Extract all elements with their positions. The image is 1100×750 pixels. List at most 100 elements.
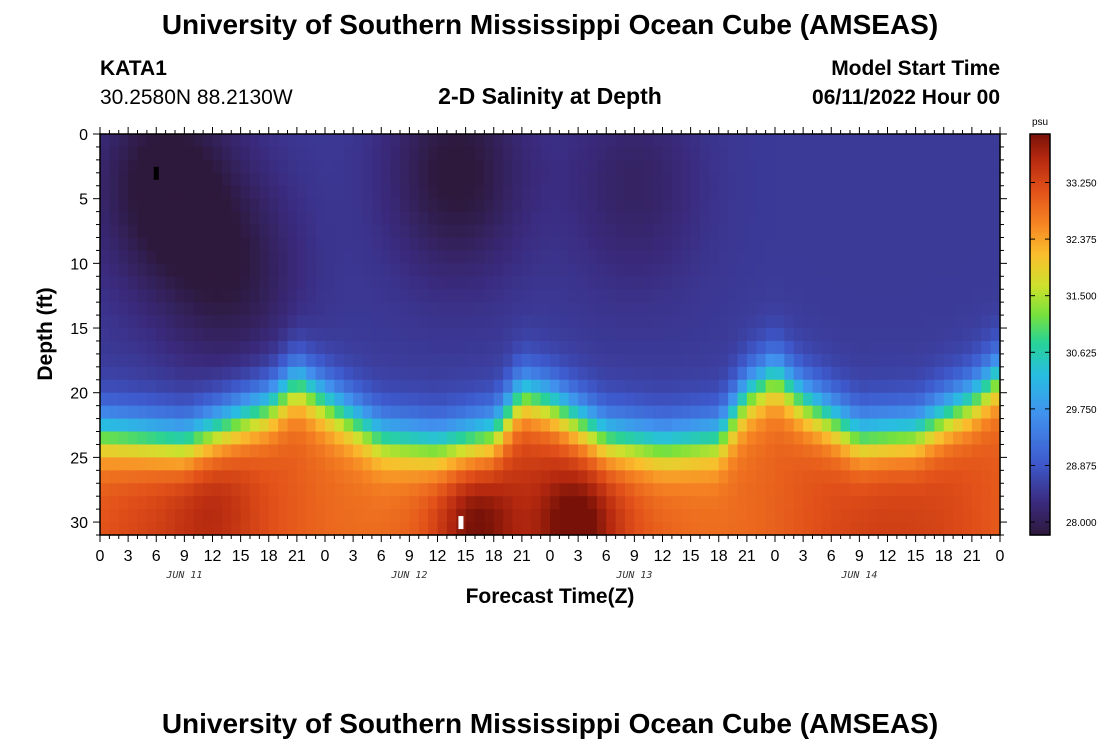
- heatmap-cell: [371, 509, 382, 523]
- heatmap-cell: [278, 315, 289, 329]
- heatmap-cell: [165, 431, 176, 446]
- heatmap-cell: [859, 366, 870, 381]
- heatmap-cell: [521, 224, 532, 239]
- heatmap-cell: [156, 418, 167, 433]
- heatmap-cell: [146, 366, 157, 381]
- heatmap-cell: [746, 211, 757, 226]
- heatmap-cell: [625, 392, 635, 407]
- heatmap-cell: [821, 509, 832, 523]
- heatmap-cell: [287, 211, 298, 226]
- heatmap-cell: [521, 250, 532, 264]
- heatmap-cell: [193, 496, 204, 510]
- heatmap-cell: [850, 366, 860, 381]
- heatmap-cell: [353, 289, 364, 303]
- heatmap-cell: [578, 366, 589, 381]
- heatmap-cell: [475, 263, 485, 277]
- heatmap-cell: [400, 470, 410, 484]
- heatmap-cell: [568, 392, 579, 407]
- heatmap-cell: [981, 185, 992, 200]
- heatmap-cell: [212, 328, 223, 342]
- heatmap-cell: [512, 509, 523, 523]
- heatmap-cell: [850, 134, 860, 148]
- heatmap-cell: [353, 159, 364, 174]
- heatmap-cell: [512, 224, 523, 239]
- heatmap-cell: [315, 276, 326, 290]
- heatmap-cell: [981, 224, 992, 239]
- heatmap-cell: [343, 392, 354, 407]
- heatmap-cell: [925, 211, 935, 226]
- heatmap-cell: [343, 172, 354, 187]
- heatmap-cell: [240, 353, 251, 368]
- heatmap-cell: [503, 522, 514, 536]
- heatmap-cell: [887, 185, 898, 200]
- heatmap-cell: [409, 328, 420, 342]
- heatmap-cell: [137, 496, 148, 510]
- heatmap-cell: [925, 418, 935, 433]
- heatmap-cell: [925, 405, 935, 420]
- heatmap-cell: [821, 146, 832, 161]
- heatmap-cell: [709, 522, 720, 536]
- heatmap-cell: [981, 366, 992, 381]
- heatmap-cell: [137, 328, 148, 342]
- heatmap-cell: [634, 522, 645, 536]
- heatmap-cell: [390, 172, 401, 187]
- heatmap-cell: [718, 444, 729, 458]
- heatmap-cell: [550, 379, 560, 394]
- heatmap-cell: [850, 328, 860, 342]
- heatmap-cell: [184, 276, 195, 290]
- heatmap-cell: [896, 224, 907, 239]
- heatmap-cell: [568, 444, 579, 458]
- heatmap-cell: [728, 289, 739, 303]
- heatmap-cell: [503, 418, 514, 433]
- heatmap-cell: [962, 405, 973, 420]
- heatmap-cell: [465, 198, 476, 213]
- heatmap-cell: [550, 198, 560, 213]
- heatmap-cell: [371, 418, 382, 433]
- heatmap-cell: [718, 172, 729, 187]
- heatmap-cell: [193, 392, 204, 407]
- heatmap-cell: [765, 496, 776, 510]
- heatmap-cell: [625, 276, 635, 290]
- heatmap-cell: [418, 340, 429, 355]
- heatmap-cell: [606, 289, 617, 303]
- heatmap-cell: [990, 172, 1001, 187]
- heatmap-cell: [746, 250, 757, 264]
- heatmap-cell: [737, 418, 748, 433]
- colorbar-segment: [1030, 246, 1050, 250]
- heatmap-cell: [109, 366, 120, 381]
- heatmap-cell: [962, 172, 973, 187]
- heatmap-cell: [334, 211, 345, 226]
- heatmap-cell: [137, 379, 148, 394]
- heatmap-cell: [887, 418, 898, 433]
- heatmap-cell: [268, 340, 279, 355]
- colorbar-segment: [1030, 342, 1050, 346]
- heatmap-cell: [615, 470, 626, 484]
- salinity-heatmap-chart: 0 3 6 9 12 15 18 21 0 3 6 9 12 15 18 21 0 3 6 9 12 15 18 21 0 3 6 9…: [34, 117, 1097, 608]
- heatmap-cell: [859, 522, 870, 536]
- heatmap-cell: [962, 263, 973, 277]
- heatmap-cell: [278, 198, 289, 213]
- heatmap-cell: [803, 185, 814, 200]
- heatmap-cell: [268, 289, 279, 303]
- heatmap-cell: [746, 263, 757, 277]
- heatmap-cell: [953, 237, 964, 252]
- heatmap-cell: [268, 302, 279, 316]
- heatmap-cell: [625, 405, 635, 420]
- heatmap-cell: [878, 483, 889, 497]
- heatmap-cell: [662, 328, 673, 342]
- heatmap-cell: [840, 509, 851, 523]
- heatmap-cell: [756, 315, 767, 329]
- heatmap-cell: [812, 431, 823, 446]
- heatmap-cell: [268, 496, 279, 510]
- heatmap-cell: [662, 185, 673, 200]
- colorbar: 28.00028.87529.75030.62531.50032.37533.2…: [1029, 133, 1097, 536]
- heatmap-cell: [287, 159, 298, 174]
- heatmap-cell: [118, 457, 129, 471]
- heatmap-cell: [803, 392, 814, 407]
- colorbar-segment: [1030, 156, 1050, 160]
- heatmap-cell: [287, 289, 298, 303]
- heatmap-cell: [493, 302, 504, 316]
- heatmap-cell: [137, 353, 148, 368]
- heatmap-cell: [362, 457, 373, 471]
- heatmap-cell: [756, 392, 767, 407]
